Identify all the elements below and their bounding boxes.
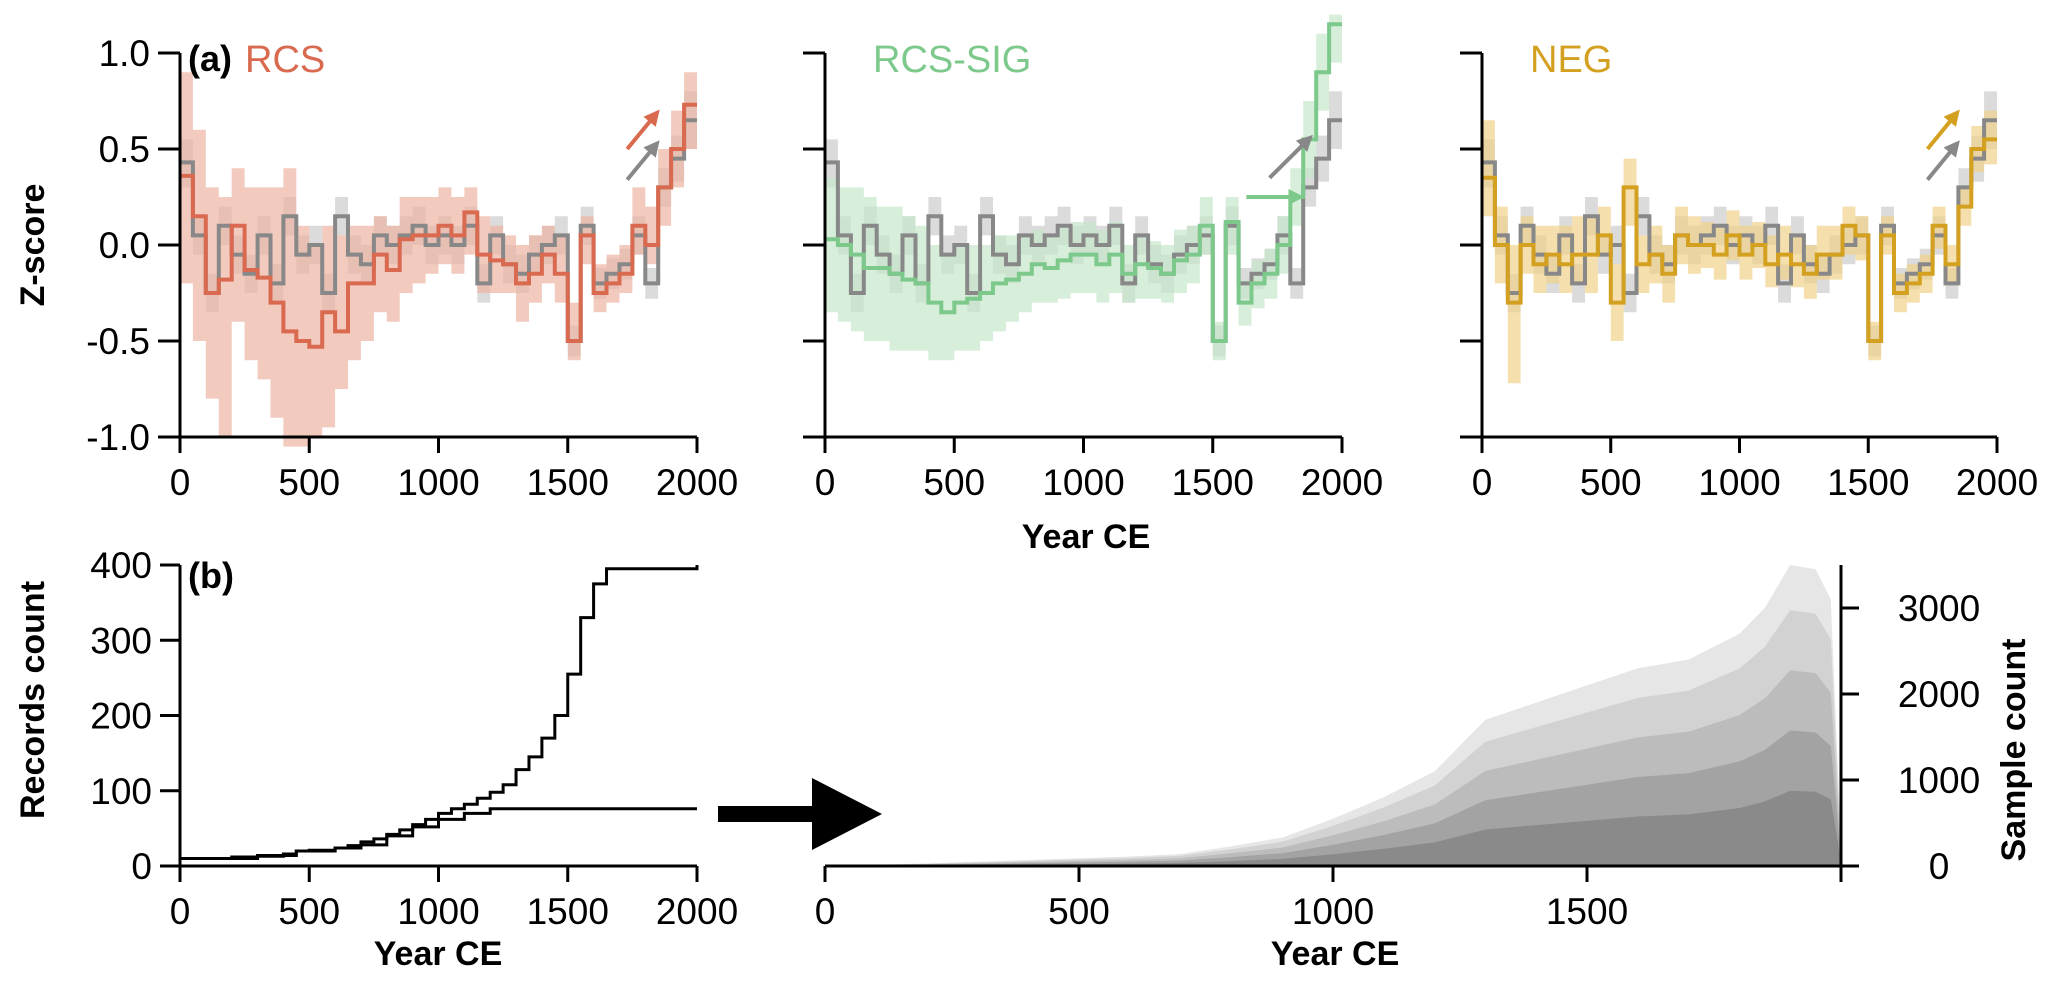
y-tick-label: 2000 xyxy=(1898,674,1980,715)
series-title: NEG xyxy=(1530,39,1612,81)
y-tick-label: 1000 xyxy=(1898,760,1980,801)
line-subset xyxy=(180,807,697,860)
y-tick-label: 3000 xyxy=(1898,588,1980,629)
x-tick-label: 1000 xyxy=(397,891,479,932)
arrow-head xyxy=(812,778,882,850)
x-tick-label: 1000 xyxy=(1292,891,1374,932)
x-tick-label: 2000 xyxy=(1956,462,2038,503)
panel-label-b: (b) xyxy=(188,555,234,596)
y-tick-label: 100 xyxy=(90,771,152,812)
y-tick-label: 300 xyxy=(90,620,152,661)
panel-label-a: (a) xyxy=(188,38,232,79)
x-axis-title-records: Year CE xyxy=(374,935,503,973)
x-tick-label: 1500 xyxy=(1546,891,1628,932)
x-tick-label: 500 xyxy=(923,462,985,503)
y-axis-title-records: Records count xyxy=(14,581,52,819)
panel-a-1: 1.0 0.5 0.0 -0.5 -1.0 0 500 1000 1500 2000 (a) RCS xyxy=(86,33,738,503)
x-tick-label: 500 xyxy=(1580,462,1642,503)
y-axis-title-samples: Sample count xyxy=(1995,639,2033,862)
x-tick-label: 1500 xyxy=(527,462,609,503)
arrow-shaft xyxy=(718,806,813,822)
band-rcs-sig xyxy=(825,14,1342,361)
x-tick-label: 500 xyxy=(278,462,340,503)
line-rcs-sig xyxy=(825,22,1342,343)
x-tick-label: 500 xyxy=(1048,891,1110,932)
y-tick-label: 200 xyxy=(90,696,152,737)
x-tick-label: 2000 xyxy=(656,891,738,932)
x-tick-label: 0 xyxy=(815,462,836,503)
x-tick-label: 500 xyxy=(278,891,340,932)
area-layer-5 xyxy=(825,790,1841,866)
y-tick-label: 0 xyxy=(1929,846,1950,887)
line-mean-reference xyxy=(180,118,697,343)
band-rcs xyxy=(180,72,697,447)
x-tick-label: 0 xyxy=(1472,462,1493,503)
y-tick-label: -1.0 xyxy=(86,417,150,458)
x-tick-label: 0 xyxy=(815,891,836,932)
x-axis-title-samples: Year CE xyxy=(1271,935,1400,973)
trend-arrow-reference xyxy=(1268,134,1313,180)
line-rcs xyxy=(180,102,697,349)
x-axis-title-a: Year CE xyxy=(1022,518,1151,556)
x-tick-label: 1500 xyxy=(1827,462,1909,503)
x-tick-label: 1500 xyxy=(1172,462,1254,503)
panel-a-2: 0 500 1000 1500 2000 RCS-SIG xyxy=(803,14,1383,503)
line-mean-reference xyxy=(825,118,1342,343)
y-tick-label: 400 xyxy=(90,545,152,586)
panel-b-samples: 3000 2000 1000 0 0 500 1000 1500 Sample count Yea… xyxy=(815,565,2033,973)
y-tick-label: 0 xyxy=(131,846,152,887)
x-tick-label: 1500 xyxy=(527,891,609,932)
transition-arrow xyxy=(718,778,882,850)
trend-arrow-reference xyxy=(1925,140,1960,181)
y-tick-label: 0.5 xyxy=(99,129,150,170)
x-tick-label: 2000 xyxy=(1301,462,1383,503)
y-tick-label: 1.0 xyxy=(99,33,150,74)
trend-arrow-reference xyxy=(625,140,660,181)
x-tick-label: 0 xyxy=(170,891,191,932)
line-neg xyxy=(1482,137,1997,343)
x-tick-label: 1000 xyxy=(1042,462,1124,503)
panel-a-3: 0 500 1000 1500 2000 NEG xyxy=(1460,39,2038,503)
y-axis-title-zscore: Z-score xyxy=(14,184,52,307)
y-tick-label: 0.0 xyxy=(99,225,150,266)
x-tick-label: 2000 xyxy=(656,462,738,503)
x-tick-label: 1000 xyxy=(1698,462,1780,503)
x-tick-label: 1000 xyxy=(397,462,479,503)
trend-arrow-main xyxy=(625,109,660,151)
series-title: RCS xyxy=(245,39,325,81)
line-all-records xyxy=(180,565,699,860)
series-title: RCS-SIG xyxy=(873,39,1031,81)
plot-root: 1.00.50.0-0.5-1.00 500 1000 1500 2000(a) RCS0… xyxy=(14,14,2038,973)
y-tick-label: -0.5 xyxy=(86,321,150,362)
trend-arrow-main xyxy=(1925,109,1960,151)
x-tick-label: 0 xyxy=(170,462,191,503)
